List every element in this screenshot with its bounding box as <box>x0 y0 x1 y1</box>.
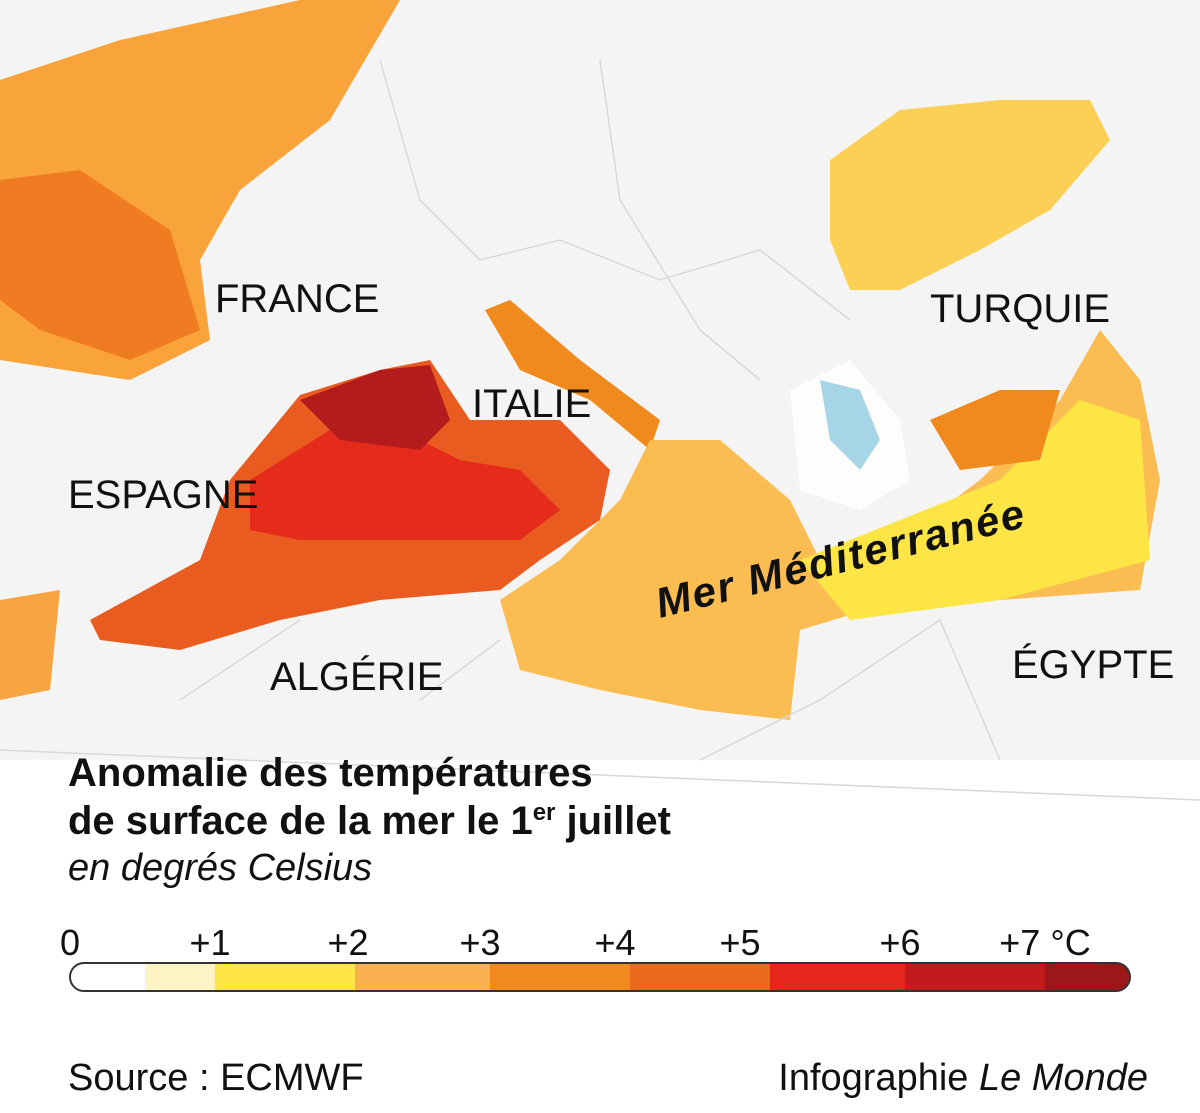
legend-swatch <box>770 963 906 991</box>
biscay <box>0 170 200 360</box>
legend-label: +1 <box>189 922 230 963</box>
legend-swatch <box>70 963 146 991</box>
country-label: TURQUIE <box>930 287 1110 331</box>
legend-swatch <box>145 963 216 991</box>
country-label: ÉGYPTE <box>1012 642 1174 687</box>
eastern-med <box>500 330 1160 720</box>
borders <box>0 59 1200 801</box>
legend-label: 0 <box>60 922 80 963</box>
title-block: Anomalie des températures de surface de … <box>68 751 671 889</box>
legend-swatch <box>490 963 631 991</box>
legend-swatch <box>1045 963 1130 991</box>
title-line: Anomalie des températures <box>68 751 593 795</box>
atlantic-south <box>0 590 60 700</box>
legend-swatch <box>630 963 771 991</box>
aegean-cool <box>820 380 880 470</box>
legend-label: +5 <box>719 922 760 963</box>
legend-label: +4 <box>594 922 635 963</box>
title-text: juillet <box>555 799 671 843</box>
country-label: ESPAGNE <box>68 473 258 517</box>
adriatic <box>485 300 660 450</box>
country-label: ALGÉRIE <box>270 654 443 699</box>
western-med-hot <box>250 430 560 540</box>
legend-swatch <box>905 963 1046 991</box>
cyprus-area <box>930 390 1060 470</box>
credit-text: Infographie <box>778 1057 979 1099</box>
legend-outline <box>69 962 1131 992</box>
ligurian <box>300 365 450 450</box>
credit-brand: Le Monde <box>979 1057 1148 1099</box>
country-label: FRANCE <box>215 277 379 321</box>
levantine <box>800 400 1150 620</box>
legend-label: +7 °C <box>999 922 1090 963</box>
title-sup: er <box>533 799 556 826</box>
title-text: de surface de la mer le 1 <box>68 799 533 843</box>
legend-swatch <box>355 963 491 991</box>
title-line: de surface de la mer le 1er juillet <box>68 799 671 843</box>
legend-swatch <box>215 963 356 991</box>
legend-label: +3 <box>459 922 500 963</box>
credit: Infographie Le Monde <box>778 1057 1148 1099</box>
subtitle: en degrés Celsius <box>68 847 372 889</box>
legend-label: +6 <box>879 922 920 963</box>
country-label: ITALIE <box>472 382 591 426</box>
terrain <box>0 0 1200 801</box>
legend-label: +2 <box>327 922 368 963</box>
source: Source : ECMWF <box>68 1057 364 1099</box>
black-sea <box>830 100 1110 290</box>
legend: 0 +1 +2 +3 +4 +5 +6 +7 °C <box>60 922 1131 992</box>
